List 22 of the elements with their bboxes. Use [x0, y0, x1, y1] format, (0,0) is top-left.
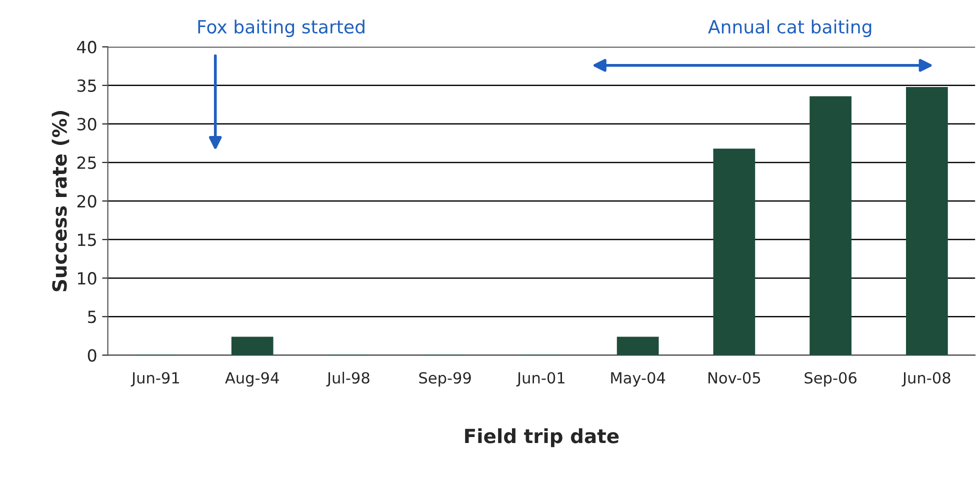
- y-tick-label: 35: [77, 79, 96, 92]
- x-tick-label: Jul-98: [326, 372, 370, 386]
- x-tick-label: Nov-05: [708, 372, 760, 384]
- y-tick-label: 40: [76, 40, 96, 54]
- y-tick-label: 25: [77, 156, 96, 170]
- y-tick-label: 10: [78, 272, 96, 285]
- y-tick-label: 0: [88, 349, 96, 362]
- x-tick-label: Jun-08: [902, 372, 950, 386]
- x-tick-label: May-04: [611, 372, 666, 387]
- x-tick-label: Jun-01: [516, 372, 564, 386]
- text: Fox baiting started: [198, 20, 364, 38]
- y-tick-label: 15: [78, 234, 96, 246]
- x-axis-title: Field trip date: [465, 428, 619, 448]
- x-tick-label: Sep-06: [804, 372, 856, 387]
- y-axis-title: Success rate (%): [52, 111, 70, 292]
- y-tick-label: 20: [77, 194, 96, 208]
- x-tick-label: Jun-91: [130, 372, 179, 386]
- x-tick-label: Sep-99: [419, 372, 471, 387]
- y-tick-label: 30: [77, 118, 96, 130]
- text: Annual cat baiting: [708, 20, 872, 38]
- x-tick-label: Aug-94: [225, 372, 279, 387]
- y-tick-label: 5: [88, 310, 96, 324]
